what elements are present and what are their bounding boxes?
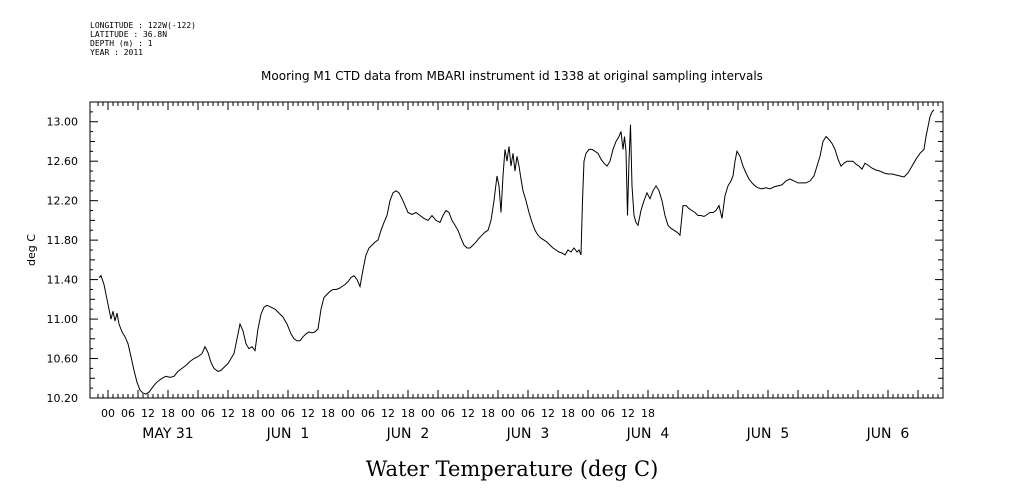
- x-tick-label: 06: [361, 407, 375, 420]
- x-tick-label: 00: [101, 407, 115, 420]
- x-tick-label: 06: [601, 407, 615, 420]
- y-tick-labels: 10.20 10.60 11.00 11.40 11.80 12.20 12.60 13.00: [47, 116, 79, 405]
- day-label: JUN 3: [506, 426, 550, 442]
- day-label: JUN 6: [866, 426, 910, 442]
- year-label: YEAR : 2011: [90, 48, 143, 57]
- x-tick-label: 06: [121, 407, 135, 420]
- y-tick-label: 12.20: [47, 195, 79, 208]
- x-tick-labels: 00 06 12 18 00 06 12 18 00 06 12 18 00 06 12 18 00 06 12 18…: [101, 407, 655, 420]
- x-tick-label: 00: [581, 407, 595, 420]
- x-tick-label: 12: [221, 407, 235, 420]
- chart-title: Mooring M1 CTD data from MBARI instrumen…: [261, 69, 763, 83]
- day-labels: MAY 31 JUN 1 JUN 2 JUN 3 JUN 4 JUN 5 JUN 6: [142, 426, 909, 442]
- x-tick-label: 00: [341, 407, 355, 420]
- x-tick-label: 12: [541, 407, 555, 420]
- tick-marks: [90, 101, 943, 399]
- x-tick-label: 12: [621, 407, 635, 420]
- latitude-label: LATITUDE : 36.8N: [90, 30, 168, 39]
- x-tick-label: 18: [161, 407, 175, 420]
- y-tick-label: 11.80: [47, 234, 79, 247]
- x-tick-label: 00: [181, 407, 195, 420]
- depth-label: DEPTH (m) : 1: [90, 39, 153, 48]
- y-tick-label: 13.00: [47, 116, 79, 129]
- x-tick-label: 18: [561, 407, 575, 420]
- x-tick-label: 06: [521, 407, 535, 420]
- longitude-label: LONGITUDE : 122W(-122): [90, 21, 196, 30]
- x-tick-label: 00: [261, 407, 275, 420]
- day-label: JUN 2: [386, 426, 430, 442]
- y-axis-label: deg C: [25, 234, 38, 266]
- y-tick-label: 10.60: [47, 353, 79, 366]
- x-tick-label: 06: [281, 407, 295, 420]
- day-label: JUN 4: [626, 426, 670, 442]
- x-tick-label: 18: [401, 407, 415, 420]
- metadata-block: LONGITUDE : 122W(-122) LATITUDE : 36.8N …: [90, 21, 196, 57]
- y-tick-label: 11.00: [47, 313, 79, 326]
- x-tick-label: 18: [481, 407, 495, 420]
- temperature-series-line: [98, 109, 935, 395]
- x-tick-label: 18: [641, 407, 655, 420]
- x-tick-label: 18: [241, 407, 255, 420]
- x-tick-label: 00: [421, 407, 435, 420]
- x-tick-label: 12: [141, 407, 155, 420]
- x-tick-label: 12: [301, 407, 315, 420]
- day-label: JUN 5: [746, 426, 790, 442]
- x-axis-label: Water Temperature (deg C): [366, 457, 659, 481]
- x-tick-label: 00: [501, 407, 515, 420]
- day-label: JUN 1: [266, 426, 310, 442]
- x-tick-label: 06: [441, 407, 455, 420]
- plot-frame: [89, 101, 944, 399]
- x-tick-label: 12: [381, 407, 395, 420]
- y-tick-label: 11.40: [47, 274, 79, 287]
- x-tick-label: 18: [321, 407, 335, 420]
- x-tick-label: 12: [461, 407, 475, 420]
- y-tick-label: 10.20: [47, 392, 79, 405]
- day-label: MAY 31: [142, 426, 193, 442]
- y-tick-label: 12.60: [47, 155, 79, 168]
- x-tick-label: 06: [201, 407, 215, 420]
